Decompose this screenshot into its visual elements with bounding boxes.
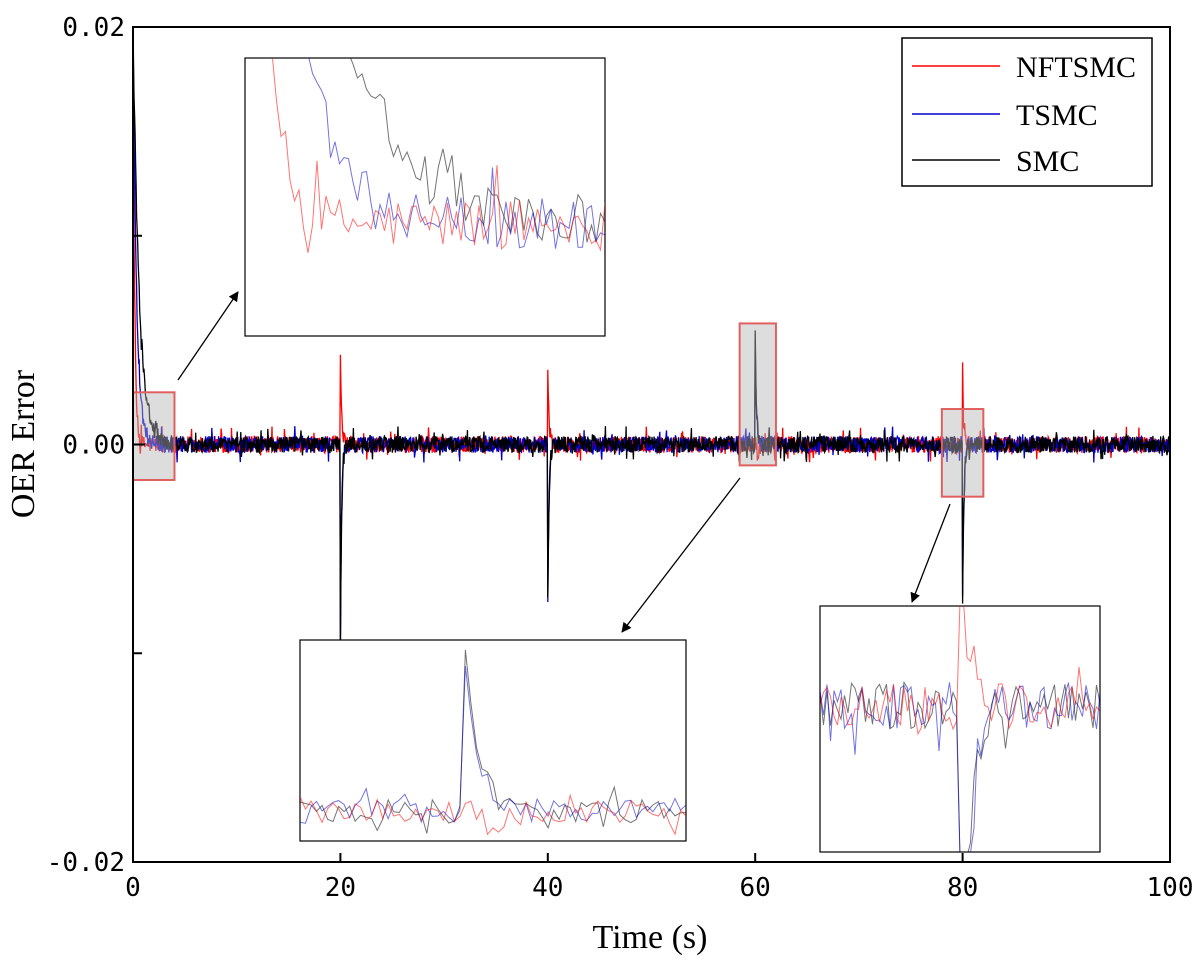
y-tick-label: 0.00 xyxy=(62,431,125,461)
inset-frame xyxy=(819,605,1101,853)
series-line-smc xyxy=(133,27,1170,649)
inset-line-nftsmc xyxy=(820,606,1100,736)
y-tick-label: -0.02 xyxy=(47,848,125,878)
inset-line-tsmc xyxy=(300,666,686,824)
inset-frame xyxy=(299,639,687,842)
zoom-arrow xyxy=(621,477,741,633)
legend-label-nftsmc: NFTSMC xyxy=(1016,51,1136,84)
x-tick-label: 100 xyxy=(1147,873,1194,903)
axis-ticks: 0 20 40 60 80 100 -0.02 0.00 0.02 xyxy=(47,13,1194,903)
legend-label-tsmc: TSMC xyxy=(1016,99,1098,132)
inset-line-smc xyxy=(349,58,605,243)
zoom-insets xyxy=(244,57,1101,853)
zoom-arrow xyxy=(910,503,951,603)
inset-top-left xyxy=(244,57,606,337)
series-layer xyxy=(133,27,1170,649)
legend: NFTSMC TSMC SMC xyxy=(901,37,1153,187)
x-axis-title: Time (s) xyxy=(593,919,708,956)
x-tick-label: 0 xyxy=(125,873,141,903)
inset-line-smc xyxy=(300,649,686,834)
inset-frame xyxy=(244,57,606,337)
y-axis-title: OER Error xyxy=(5,369,42,518)
zoom-arrow xyxy=(177,291,239,381)
inset-bottom-center xyxy=(299,639,687,842)
x-tick-label: 40 xyxy=(532,873,563,903)
zoom-region-box xyxy=(940,408,985,498)
inset-bottom-right xyxy=(819,605,1101,853)
inset-line-nftsmc xyxy=(271,58,605,253)
zoom-regions xyxy=(132,291,985,633)
inset-line-nftsmc xyxy=(300,793,686,836)
zoom-region-box xyxy=(738,322,777,467)
y-tick-label: 0.02 xyxy=(62,13,125,43)
legend-box xyxy=(901,37,1153,187)
legend-label-smc: SMC xyxy=(1016,145,1079,178)
x-tick-label: 20 xyxy=(325,873,356,903)
zoom-region-box xyxy=(132,391,176,481)
x-tick-label: 80 xyxy=(947,873,978,903)
x-tick-label: 60 xyxy=(740,873,771,903)
